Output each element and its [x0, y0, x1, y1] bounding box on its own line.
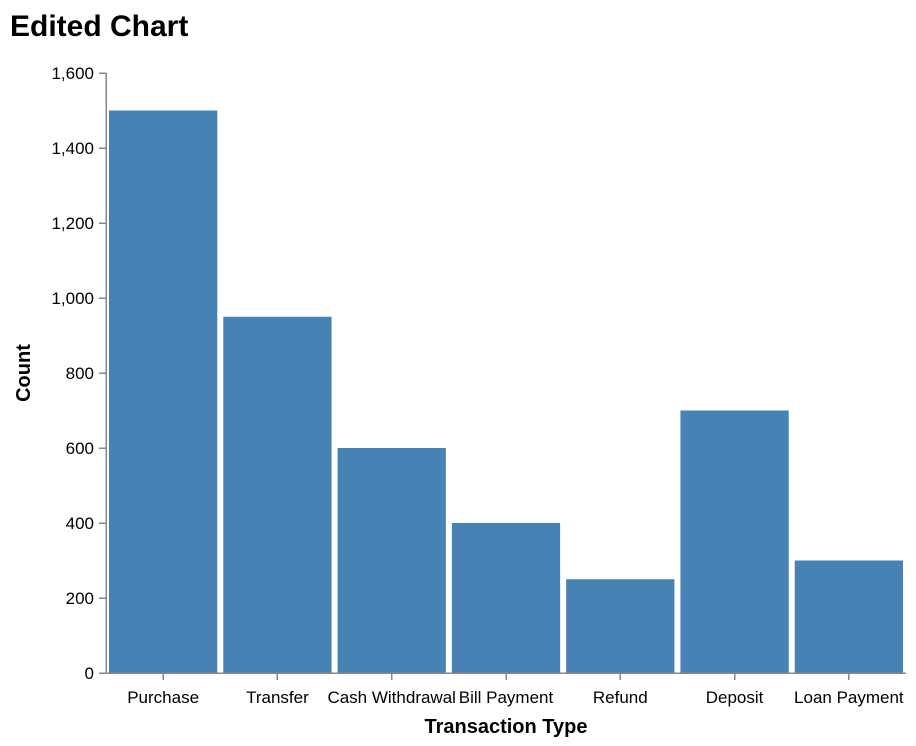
- y-tick-label: 1,400: [51, 139, 94, 158]
- bars-group: [109, 110, 903, 673]
- y-axis-title: Count: [13, 344, 35, 402]
- bar: [451, 523, 561, 673]
- bar: [794, 560, 903, 673]
- y-tick-label: 600: [66, 439, 94, 458]
- x-axis-title: Transaction Type: [424, 716, 587, 738]
- y-tick-label: 400: [66, 514, 94, 533]
- x-tick-label: Cash Withdrawal: [327, 688, 456, 707]
- y-tick-label: 1,200: [51, 214, 94, 233]
- bar: [223, 316, 332, 673]
- y-tick-label: 200: [66, 589, 94, 608]
- x-tick-label: Purchase: [127, 688, 199, 707]
- x-tick-label: Transfer: [246, 688, 309, 707]
- bar: [337, 448, 446, 673]
- y-tick-label: 800: [66, 364, 94, 383]
- y-tick-label: 1,000: [51, 289, 94, 308]
- y-tick-label: 1,600: [51, 64, 94, 83]
- y-tick-label: 0: [85, 664, 94, 683]
- bar: [680, 410, 789, 673]
- x-axis: Purchase Transfer Cash Withdrawal Bill Paym…: [106, 672, 906, 707]
- bar: [109, 110, 218, 673]
- bar: [566, 579, 675, 673]
- chart-title: Edited Chart: [10, 10, 188, 43]
- x-tick-label: Loan Payment: [794, 688, 904, 707]
- x-tick-label: Bill Payment: [459, 688, 554, 707]
- x-tick-label: Deposit: [706, 688, 764, 707]
- x-tick-label: Refund: [593, 688, 648, 707]
- y-axis: 0 200 400 600 800 1,000 1,200 1,400 1,600: [51, 64, 107, 683]
